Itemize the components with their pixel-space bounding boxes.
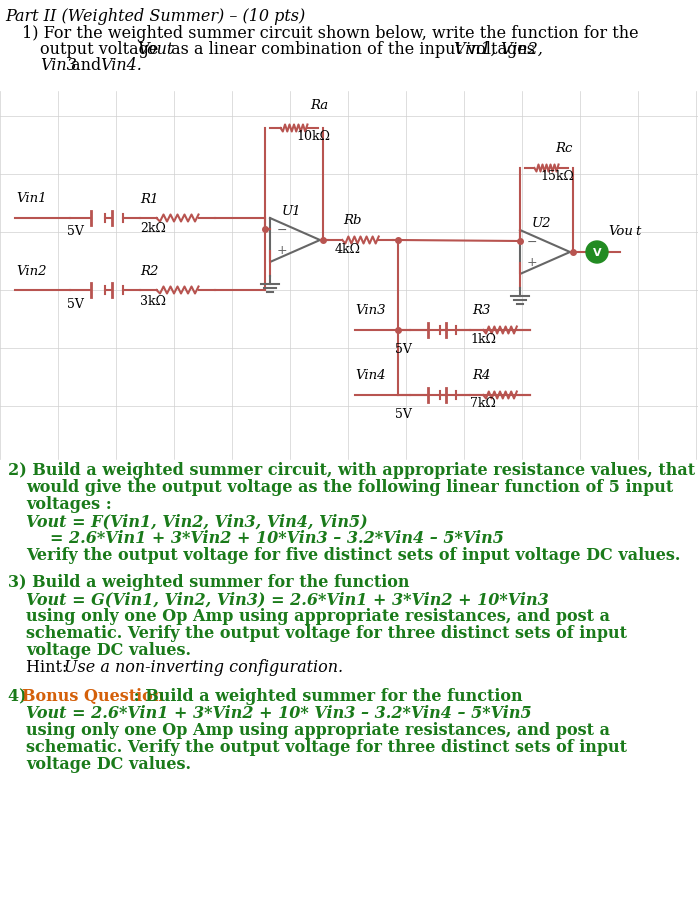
Text: 5V: 5V xyxy=(395,343,412,356)
Text: 5V: 5V xyxy=(395,408,412,421)
Text: output voltage: output voltage xyxy=(40,41,163,58)
Text: −: − xyxy=(277,224,288,236)
Text: R4: R4 xyxy=(472,369,491,382)
Text: 4): 4) xyxy=(8,688,32,705)
Text: Ra: Ra xyxy=(310,99,328,112)
Text: and: and xyxy=(66,57,106,74)
Circle shape xyxy=(586,241,608,263)
Text: using only one Op Amp using appropriate resistances, and post a: using only one Op Amp using appropriate … xyxy=(26,608,610,625)
Text: voltages :: voltages : xyxy=(26,496,112,513)
Text: as a linear combination of the input voltages: as a linear combination of the input vol… xyxy=(166,41,540,58)
Text: 4kΩ: 4kΩ xyxy=(335,243,361,256)
Text: using only one Op Amp using appropriate resistances, and post a: using only one Op Amp using appropriate … xyxy=(26,722,610,739)
Text: 3) Build a weighted summer for the function: 3) Build a weighted summer for the funct… xyxy=(8,574,410,591)
Text: 15kΩ: 15kΩ xyxy=(540,170,574,183)
Text: Vout = 2.6*Vin1 + 3*Vin2 + 10* Vin3 – 3.2*Vin4 – 5*Vin5: Vout = 2.6*Vin1 + 3*Vin2 + 10* Vin3 – 3.… xyxy=(26,705,532,722)
Text: Rb: Rb xyxy=(343,214,362,227)
Text: U2: U2 xyxy=(532,217,551,230)
Text: Vin4.: Vin4. xyxy=(100,57,142,74)
Text: schematic. Verify the output voltage for three distinct sets of input: schematic. Verify the output voltage for… xyxy=(26,739,627,756)
Text: R3: R3 xyxy=(472,304,491,317)
Text: t: t xyxy=(635,225,640,238)
Text: Vin1: Vin1 xyxy=(16,192,47,205)
Text: schematic. Verify the output voltage for three distinct sets of input: schematic. Verify the output voltage for… xyxy=(26,625,627,642)
Text: R2: R2 xyxy=(140,265,158,278)
Text: Vin3: Vin3 xyxy=(355,304,385,317)
Text: Vout = G(Vin1, Vin2, Vin3) = 2.6*Vin1 + 3*Vin2 + 10*Vin3: Vout = G(Vin1, Vin2, Vin3) = 2.6*Vin1 + … xyxy=(26,591,549,608)
Text: Vin1, Vin2,: Vin1, Vin2, xyxy=(454,41,543,58)
Text: : Build a weighted summer for the function: : Build a weighted summer for the functi… xyxy=(128,688,523,705)
Text: Bonus Question: Bonus Question xyxy=(22,688,164,705)
Text: Rc: Rc xyxy=(555,142,572,155)
Text: 5V: 5V xyxy=(67,225,84,238)
Text: Vin4: Vin4 xyxy=(355,369,385,382)
Text: 2) Build a weighted summer circuit, with appropriate resistance values, that: 2) Build a weighted summer circuit, with… xyxy=(8,462,695,479)
Text: Vin3: Vin3 xyxy=(40,57,77,74)
Text: 3kΩ: 3kΩ xyxy=(140,295,166,308)
Text: U1: U1 xyxy=(282,205,302,218)
Text: 1) For the weighted summer circuit shown below, write the function for the: 1) For the weighted summer circuit shown… xyxy=(22,25,639,42)
Text: 7kΩ: 7kΩ xyxy=(470,397,496,410)
Text: R1: R1 xyxy=(140,193,158,206)
Text: would give the output voltage as the following linear function of 5 input: would give the output voltage as the fol… xyxy=(26,479,674,496)
Text: Hint:: Hint: xyxy=(26,659,73,676)
Text: 2kΩ: 2kΩ xyxy=(140,222,166,235)
Text: −: − xyxy=(527,235,537,248)
Text: 5V: 5V xyxy=(67,298,84,311)
Text: 10kΩ: 10kΩ xyxy=(296,130,330,143)
Text: Verify the output voltage for five distinct sets of input voltage DC values.: Verify the output voltage for five disti… xyxy=(26,547,681,564)
Text: Vout = F(Vin1, Vin2, Vin3, Vin4, Vin5): Vout = F(Vin1, Vin2, Vin3, Vin4, Vin5) xyxy=(26,513,368,530)
Text: V: V xyxy=(593,247,601,257)
Text: +: + xyxy=(277,244,288,256)
Text: = 2.6*Vin1 + 3*Vin2 + 10*Vin3 – 3.2*Vin4 – 5*Vin5: = 2.6*Vin1 + 3*Vin2 + 10*Vin3 – 3.2*Vin4… xyxy=(50,530,504,547)
Text: Vou: Vou xyxy=(608,225,633,238)
Text: +: + xyxy=(527,255,537,269)
Text: Use a non-inverting configuration.: Use a non-inverting configuration. xyxy=(64,659,343,676)
Text: 1kΩ: 1kΩ xyxy=(470,333,496,346)
Text: Vin2: Vin2 xyxy=(16,265,47,278)
Text: Part II (Weighted Summer) – (10 pts): Part II (Weighted Summer) – (10 pts) xyxy=(5,8,305,25)
Text: Vout: Vout xyxy=(137,41,173,58)
Text: voltage DC values.: voltage DC values. xyxy=(26,642,191,659)
Text: voltage DC values.: voltage DC values. xyxy=(26,756,191,773)
